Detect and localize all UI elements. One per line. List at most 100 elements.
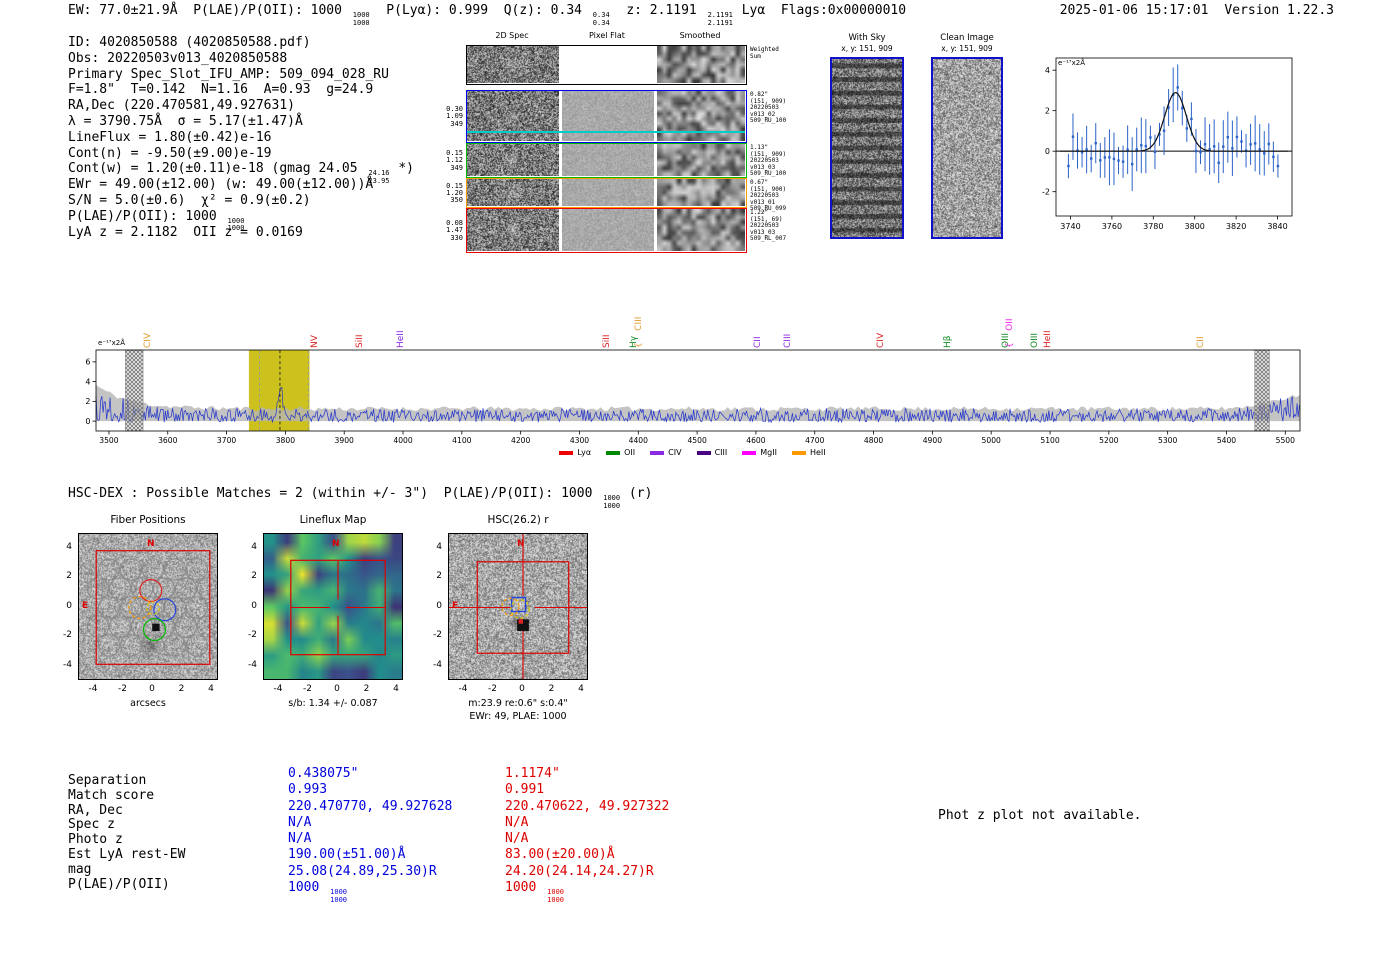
- 2d-grid-column-title: 2D Spec: [495, 31, 529, 40]
- legend-swatch: [696, 450, 711, 455]
- x-tick-label: 5200: [1099, 436, 1118, 445]
- fiber-stat-value: 1.12: [446, 156, 463, 165]
- x-tick-label: 4700: [805, 436, 824, 445]
- data-point: [1176, 86, 1179, 89]
- fraction-numerator: 1000: [603, 494, 621, 502]
- cutout-image-frame: [448, 533, 588, 680]
- data-point: [1080, 151, 1084, 154]
- source-label-line: 0.82": [750, 91, 769, 98]
- smoothed-stamp: [657, 46, 745, 83]
- detection-info-block: ID: 4020850588 (4020850588.pdf) Obs: 2022…: [68, 35, 414, 240]
- source-label-line: 509_RL_007: [750, 235, 787, 242]
- x-tick-label: -2: [118, 684, 127, 694]
- report-datetime: 2025-01-06 15:17:01: [1059, 3, 1209, 18]
- fiber-circle: [141, 596, 165, 619]
- source-label-line: 1.13": [750, 144, 769, 151]
- x-tick-label: 3760: [1102, 222, 1122, 231]
- legend-item: OII: [606, 448, 635, 457]
- y-tick-label: 2: [66, 571, 72, 581]
- legend-label: MgII: [760, 448, 777, 457]
- data-point: [1203, 143, 1207, 146]
- hsc-matches-line: HSC-DEX : Possible Matches = 2 (within +…: [68, 486, 653, 510]
- data-point: [1249, 143, 1252, 146]
- x-tick-label: 5300: [1158, 436, 1177, 445]
- x-tick-label: 4: [578, 684, 584, 694]
- fiber-circle: [97, 558, 121, 581]
- 2d-row-source-label: 1.22" (151, 69) 20220503 v013_03 509_RL_007: [750, 209, 794, 243]
- x-tick-label: 2: [548, 684, 555, 694]
- 2d-row-source-label: 0.82" (151, 909) 20220503 v013_02 509_RU_100: [750, 91, 794, 125]
- x-tick-label: -2: [488, 684, 497, 694]
- match-value: 83.00(±20.00)Å: [505, 847, 615, 863]
- source-label-line: 509_RU_099: [750, 205, 787, 212]
- fiber-circle: [86, 615, 110, 638]
- x-tick-label: 4: [393, 684, 399, 694]
- compass-north-label: N: [332, 539, 340, 549]
- x-tick-label: 4100: [452, 436, 471, 445]
- catalog-match-blue: [510, 596, 527, 613]
- y-tick-label: 0: [436, 600, 442, 611]
- header-meta: 2025-01-06 15:17:01 Version 1.22.3: [1060, 3, 1334, 18]
- cutout-xlabel: m:23.9 re:0.6" s:0.4": [468, 698, 568, 709]
- y-tick-label: 4: [1045, 66, 1050, 75]
- data-point: [1181, 106, 1184, 110]
- x-tick-label: 5500: [1276, 436, 1295, 445]
- fiber-stat-value: 0.08: [446, 219, 463, 227]
- cutout-title: Fiber Positions: [110, 514, 186, 526]
- lineflux-map-overlay: [290, 559, 386, 656]
- fiber-circle: [108, 577, 132, 600]
- source-label-line: (151, 900): [750, 185, 787, 193]
- cutout-title: Lineflux Map: [299, 514, 367, 526]
- spectrum-frame: [95, 349, 1301, 432]
- y-tick-label: 2: [85, 397, 90, 406]
- fraction-denominator: 1000: [547, 895, 564, 904]
- source-label-line: v013_03: [750, 163, 776, 171]
- legend-label: CIII: [714, 448, 728, 457]
- fiber-stat-value: 0.30: [446, 105, 463, 113]
- data-point: [1112, 157, 1116, 161]
- match-row-label: P(LAE)/P(OII): [68, 876, 170, 892]
- line-fit-svg: 3740 3760 3780 3800 3820 3840 -2 0 2 4: [1042, 57, 1293, 231]
- x-tick-label: 2: [178, 684, 185, 694]
- x-tick-label: 4600: [746, 436, 765, 445]
- fiber-circle: [119, 558, 143, 581]
- fiber-circle: [130, 615, 154, 638]
- match-row-label: Photo z: [68, 832, 123, 848]
- 2d-grid-column-title: Smoothed: [679, 31, 721, 40]
- data-point: [1276, 164, 1280, 168]
- data-point: [1108, 156, 1111, 159]
- fraction-stack: 2.1191 2.1191: [708, 11, 733, 27]
- data-point: [1272, 155, 1275, 159]
- catalog-match-red: [518, 619, 523, 624]
- cutout-xlabel: s/b: 1.34 +/- 0.087: [288, 698, 378, 709]
- fraction-numerator: 1000: [547, 888, 564, 897]
- noise-envelope: [96, 385, 1300, 422]
- data-point: [1231, 147, 1234, 150]
- match-row-label: mag: [68, 861, 92, 877]
- data-point: [1199, 151, 1202, 154]
- 2d-spec-stamp: [467, 179, 559, 206]
- hsc-overlay: [449, 534, 587, 679]
- fiber-circle: [185, 558, 209, 581]
- x-tick-label: -4: [273, 684, 283, 694]
- x-tick-label: 4900: [923, 436, 942, 445]
- data-point: [1194, 149, 1198, 153]
- fit-plot-frame: [1055, 57, 1293, 217]
- fiber-circle: [185, 596, 209, 619]
- match-value: 1000 1000 1000: [505, 880, 564, 904]
- 2d-spec-stamp: [467, 91, 559, 141]
- smoothed-stamp: [657, 179, 745, 206]
- data-point: [1226, 135, 1230, 139]
- fiber-circle: [196, 577, 217, 600]
- x-tick-label: 4000: [393, 436, 412, 445]
- data-point: [1149, 136, 1152, 139]
- fiber-circle: [86, 577, 110, 600]
- 2d-spectra-row: 0.30 1.09 349 0.82" (151, 909) 20220503 v013_0…: [446, 90, 786, 143]
- 2d-row-source-label: 0.67" (151, 900) 20220503 v013_01 509_RU_099: [750, 179, 794, 213]
- info-line: LineFlux = 1.80(±0.42)e-16: [68, 129, 272, 145]
- match-column-1: 0.438075" 0.993 220.470770, 49.927628 N/A N/…: [288, 766, 452, 903]
- cutout-image-frame: [78, 533, 218, 680]
- data-point: [1121, 160, 1125, 163]
- selected-fiber-blue: [153, 598, 177, 622]
